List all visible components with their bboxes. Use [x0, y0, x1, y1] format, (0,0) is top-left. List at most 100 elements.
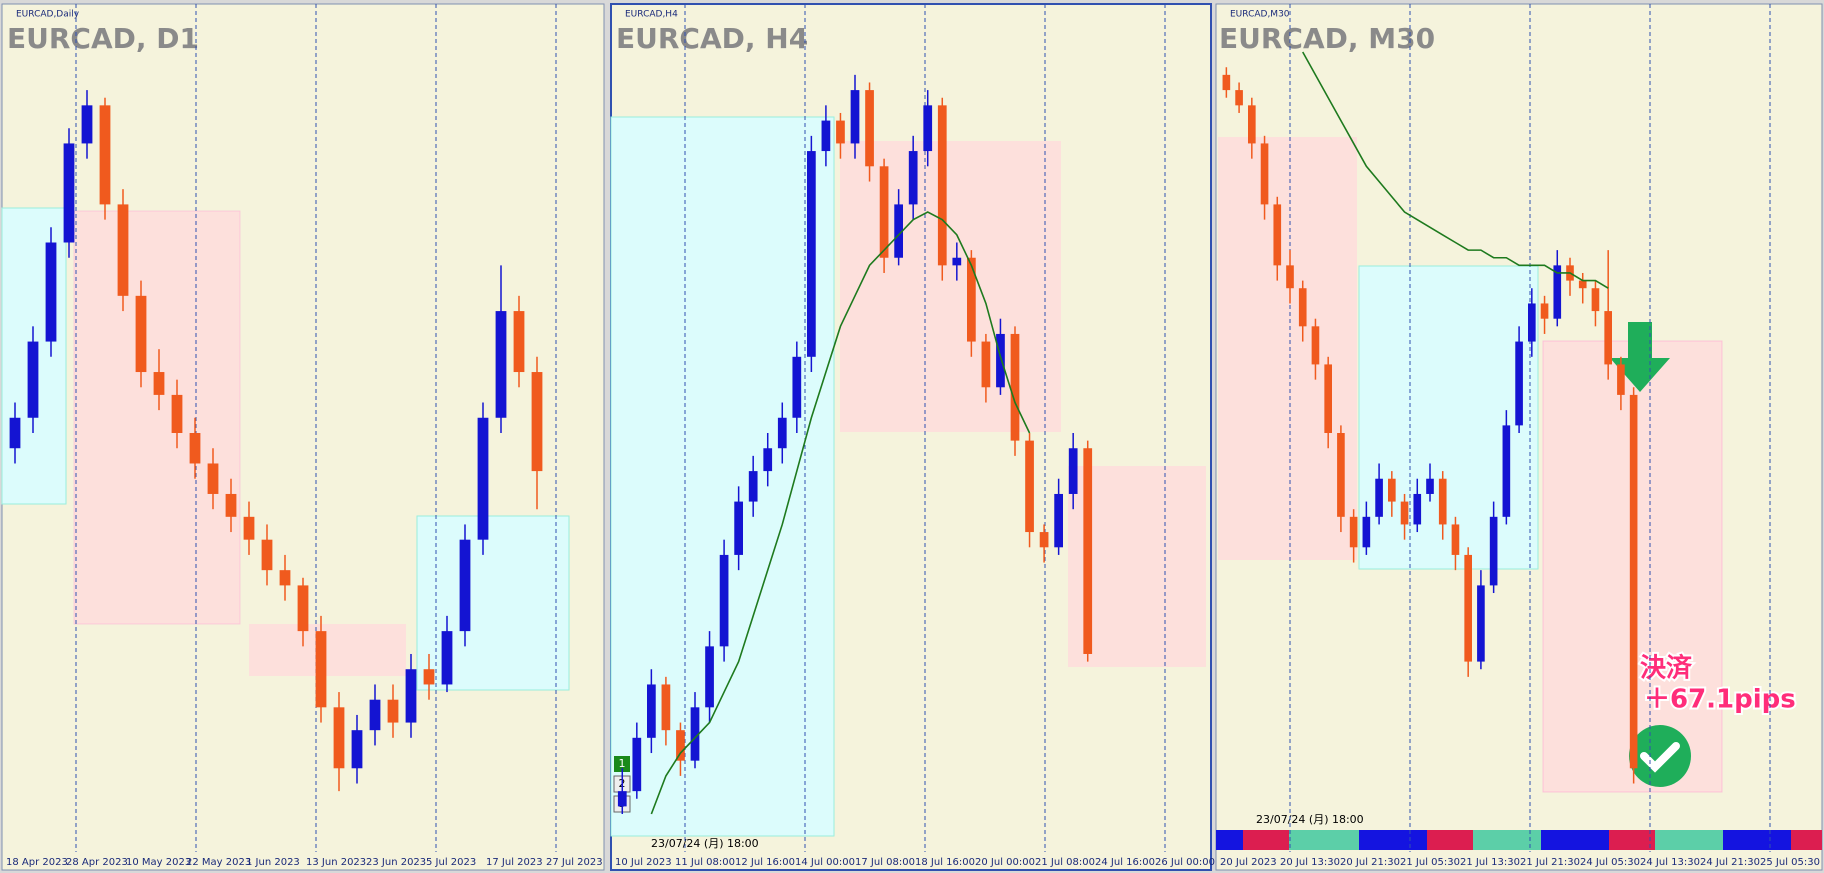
x-tick-label: 10 Jul 2023 [615, 857, 672, 868]
x-tick-label: 22 May 2023 [186, 857, 251, 868]
candle-body [690, 707, 700, 761]
x-tick-label: 17 Jul 2023 [486, 857, 543, 868]
candle-body [1451, 524, 1460, 555]
candle-body [1222, 74, 1231, 91]
moving-average [650, 211, 1031, 815]
candle-body [1083, 448, 1093, 654]
x-tick-label: 18 Jul 16:00 [915, 857, 975, 868]
chart-title: EURCAD, H4 [616, 22, 808, 55]
candle-body [1413, 493, 1422, 525]
candle-body [1515, 341, 1523, 426]
candle-body [531, 372, 543, 472]
box [1358, 265, 1539, 570]
candle-body [617, 791, 627, 807]
candle-body [836, 120, 845, 144]
symbol-label: EURCAD,M30 [1230, 10, 1290, 20]
candle-body [495, 311, 507, 418]
box [1218, 137, 1357, 560]
timestamp: 23/07/24 (月) 18:00 [651, 837, 759, 850]
candle-body [967, 257, 976, 342]
candle-body [1540, 303, 1549, 319]
candle-body [865, 90, 874, 167]
candle-body [1311, 326, 1320, 365]
candle-body [1489, 516, 1498, 586]
candle-body [1362, 516, 1371, 548]
symbol-label: EURCAD,Daily [16, 10, 80, 20]
candle-body [1426, 478, 1434, 494]
chart-title: EURCAD, D1 [7, 22, 199, 55]
candle-body [441, 631, 453, 685]
candle-body [1068, 448, 1078, 494]
candle-body [189, 433, 201, 464]
box [416, 515, 570, 691]
candle-body [1578, 280, 1587, 289]
candle-body [333, 707, 345, 769]
candle-body [459, 539, 471, 632]
candle-body [261, 539, 273, 571]
candle-body [777, 417, 787, 449]
candle-body [734, 501, 743, 555]
candle-body [405, 669, 417, 723]
button[interactable] [614, 756, 630, 772]
candle-body [27, 341, 39, 418]
candle-body [1298, 288, 1307, 327]
candle-body [647, 684, 656, 738]
candle-body [850, 90, 860, 144]
candle-body [1337, 433, 1345, 517]
candle-body [45, 242, 57, 342]
candle-body [1349, 516, 1358, 548]
candle-body [153, 372, 165, 395]
candle-body [99, 105, 111, 205]
candle-body [879, 166, 889, 258]
x-tick-label: 13 Jun 2023 [306, 857, 366, 868]
panel: EURCAD,M30 EURCAD, M30 23/07/24 (月) 18:0… [1215, 3, 1823, 871]
x-tick-label: 20 Jul 2023 [1220, 857, 1277, 868]
candle-body [423, 669, 435, 685]
candle-body [369, 699, 381, 731]
candle-body [1388, 478, 1396, 502]
candle-body [1025, 440, 1034, 533]
x-tick-label: 24 Jul 05:30 [1580, 857, 1640, 868]
candle-body [1054, 493, 1063, 548]
candle-body [1286, 265, 1294, 289]
x-tick-label: 25 Jul 05:30 [1760, 857, 1820, 868]
x-tick-label: 14 Jul 00:00 [795, 857, 855, 868]
candle-body [1438, 478, 1447, 525]
candle-body [1235, 90, 1243, 106]
x-tick-label: 17 Jul 08:00 [855, 857, 915, 868]
timestamp: 23/07/24 (月) 18:00 [1256, 813, 1364, 826]
annotation: 決済 [1640, 653, 1693, 684]
candle-body [279, 570, 291, 586]
x-tick-label: 18 Apr 2023 [6, 857, 68, 868]
x-tick-label: 12 Jul 16:00 [735, 857, 795, 868]
candle-body [763, 448, 773, 472]
box [840, 141, 1061, 432]
candle-body [135, 295, 147, 373]
x-tick-label: 5 Jul 2023 [426, 857, 476, 868]
candle-body [243, 516, 255, 540]
candle-body [1528, 303, 1536, 342]
candle-body [207, 463, 219, 494]
candle-body [705, 646, 714, 708]
x-tick-label: 24 Jul 21:30 [1700, 857, 1760, 868]
candle-body [1604, 311, 1612, 365]
candle-body [63, 143, 75, 243]
candle-body [1617, 364, 1625, 395]
candle-body [477, 417, 489, 540]
x-tick-label: 21 Jul 13:30 [1460, 857, 1520, 868]
symbol-label: EURCAD,H4 [625, 10, 678, 20]
check-icon [1629, 725, 1691, 787]
candle-body [748, 471, 758, 502]
box [73, 210, 241, 625]
candle-body [1375, 478, 1383, 517]
candle-body [981, 341, 991, 388]
candle-body [315, 631, 327, 708]
candle-body [1591, 288, 1600, 312]
candle-body [351, 730, 363, 769]
moving-average [1302, 51, 1609, 289]
candle-body [1464, 554, 1472, 662]
candle-body [1400, 501, 1409, 525]
candle-body [297, 585, 309, 632]
candle-body [1629, 394, 1638, 769]
